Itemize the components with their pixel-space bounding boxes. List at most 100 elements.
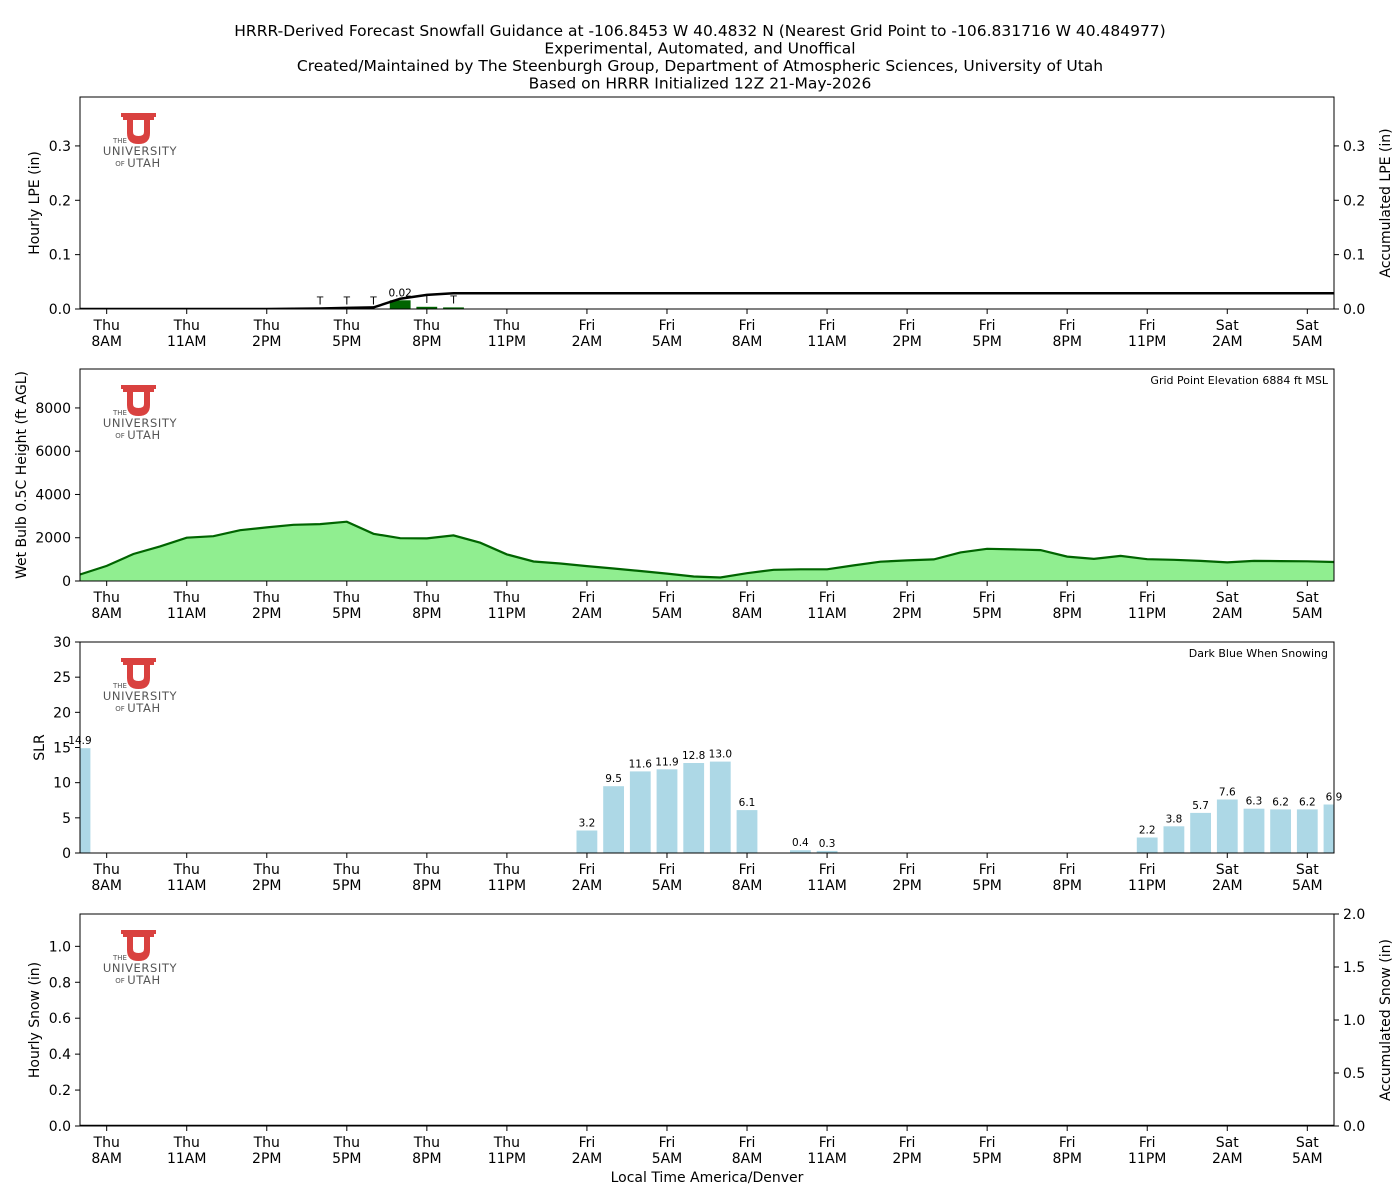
x-tick-time-label: 11PM: [488, 878, 526, 894]
title-line: Experimental, Automated, and Unoffical: [544, 40, 855, 58]
bar: [816, 850, 838, 853]
x-tick-day-label: Thu: [413, 1135, 440, 1151]
x-tick-day-label: Fri: [659, 1135, 676, 1151]
x-tick-time-label: 5PM: [332, 878, 361, 894]
x-tick-day-label: Thu: [493, 590, 520, 606]
axes-frame: [79, 913, 1335, 1127]
x-tick-time-label: 5AM: [1292, 878, 1323, 894]
x-tick-day-label: Fri: [979, 862, 996, 878]
x-tick-day-label: Thu: [173, 862, 200, 878]
x-tick-time-label: 11PM: [1128, 334, 1166, 350]
x-tick-time-label: 2AM: [572, 334, 603, 350]
x-tick-time-label: 2PM: [252, 878, 281, 894]
y-tick-label: 15: [53, 741, 71, 757]
y-tick-label-right: 1.0: [1343, 1013, 1365, 1029]
utah-u-cap-icon: [121, 385, 156, 389]
x-tick-time-label: 5AM: [652, 878, 683, 894]
y-tick-label-right: 0.0: [1343, 302, 1365, 318]
x-tick-day-label: Thu: [493, 318, 520, 334]
x-tick-day-label: Fri: [739, 862, 756, 878]
logo-text-of: OF: [115, 705, 125, 713]
x-tick-day-label: Fri: [979, 318, 996, 334]
x-tick-time-label: 5PM: [972, 1151, 1001, 1167]
y-tick-label: 4000: [35, 487, 71, 503]
y-tick-label: 2000: [35, 531, 71, 547]
x-tick-day-label: Fri: [1139, 1135, 1156, 1151]
y-tick-label: 0.8: [49, 975, 71, 991]
y-tick-label-right: 0.2: [1343, 193, 1365, 209]
y-tick-label-right: 0.0: [1343, 1119, 1365, 1135]
x-tick-day-label: Sat: [1296, 1135, 1319, 1151]
x-tick-time-label: 8AM: [91, 606, 122, 622]
x-tick-time-label: 11PM: [488, 334, 526, 350]
logo-text-utah: UTAH: [127, 701, 160, 715]
bar: [709, 761, 731, 853]
bar-label: 13.0: [709, 749, 732, 761]
x-axis-label: Local Time America/Denver: [611, 1170, 804, 1186]
x-tick-day-label: Sat: [1296, 318, 1319, 334]
bar-label: 12.8: [682, 750, 705, 762]
x-tick-time-label: 2AM: [1212, 1151, 1243, 1167]
x-tick-day-label: Fri: [899, 1135, 916, 1151]
x-tick-time-label: 2PM: [892, 878, 921, 894]
x-tick-day-label: Fri: [1139, 590, 1156, 606]
y-tick-label: 25: [53, 670, 71, 686]
x-tick-time-label: 8PM: [412, 1151, 441, 1167]
x-tick-day-label: Fri: [579, 318, 596, 334]
bar-label: 6.2: [1272, 796, 1289, 808]
bar-label: T: [343, 296, 351, 308]
x-tick-day-label: Thu: [253, 1135, 280, 1151]
x-tick-day-label: Thu: [333, 862, 360, 878]
bar: [389, 300, 411, 309]
chart-panel-1: T T T 0.02 T T 0.0 0.1 0.2 0.3 0.0 0.1 0.2 0.3 Accumul…: [27, 96, 1394, 350]
title-line: HRRR-Derived Forecast Snowfall Guidance …: [234, 22, 1165, 40]
bar: [1323, 804, 1334, 853]
y-axis-label-right: Accumulated Snow (in): [1378, 939, 1394, 1101]
x-tick-time-label: 2PM: [892, 1151, 921, 1167]
x-tick-day-label: Fri: [579, 590, 596, 606]
utah-u-icon: [123, 385, 154, 416]
x-tick-day-label: Thu: [333, 590, 360, 606]
y-tick-label: 6000: [35, 444, 71, 460]
x-tick-day-label: Thu: [173, 1135, 200, 1151]
chart-panel-4: 0.0 0.2 0.4 0.6 0.8 1.0 0.0 0.5 1.0 1.5 2.0 Accumul…: [27, 907, 1394, 1167]
x-tick-day-label: Fri: [979, 1135, 996, 1151]
title-line: Created/Maintained by The Steenburgh Gro…: [297, 57, 1103, 75]
panel-annotation: Dark Blue When Snowing: [1189, 647, 1328, 660]
y-tick-label: 1.0: [49, 939, 71, 955]
logo-text-university: UNIVERSITY: [103, 961, 178, 975]
bar-label: 11.6: [629, 758, 653, 770]
logo-text-utah: UTAH: [127, 156, 160, 170]
bar-label: T: [369, 296, 377, 308]
bar: [1243, 808, 1265, 853]
bar-label: 11.9: [655, 756, 678, 768]
y-axis-label: Hourly LPE (in): [27, 151, 43, 255]
x-tick-time-label: 11AM: [807, 1151, 846, 1167]
x-tick-day-label: Fri: [1059, 1135, 1076, 1151]
y-tick-label: 8000: [35, 401, 71, 417]
x-tick-time-label: 8AM: [91, 1151, 122, 1167]
y-tick-label-right: 1.5: [1343, 960, 1365, 976]
x-tick-time-label: 5AM: [652, 334, 683, 350]
bar: [1136, 837, 1158, 853]
axes-frame: [79, 368, 1335, 582]
bar: [790, 850, 811, 853]
bar-label: 6.3: [1246, 796, 1263, 808]
logo-text-university: UNIVERSITY: [103, 416, 178, 430]
x-tick-day-label: Thu: [93, 318, 120, 334]
bar: [1163, 826, 1185, 853]
x-tick-day-label: Fri: [739, 590, 756, 606]
bar-label: T: [316, 296, 324, 308]
x-tick-time-label: 8PM: [1052, 878, 1081, 894]
x-tick-time-label: 2AM: [572, 606, 603, 622]
chart-panel-3: 14.93.29.511.6 11.912.8 13.06.10.4 0.32.23.…: [32, 635, 1342, 894]
x-tick-day-label: Sat: [1216, 318, 1239, 334]
x-tick-day-label: Thu: [93, 1135, 120, 1151]
x-tick-time-label: 2PM: [892, 334, 921, 350]
y-axis-label-right: Accumulated LPE (in): [1378, 128, 1394, 277]
x-tick-day-label: Thu: [413, 318, 440, 334]
y-axis-label: Wet Bulb 0.5C Height (ft AGL): [14, 371, 30, 579]
bar: [1296, 809, 1318, 853]
